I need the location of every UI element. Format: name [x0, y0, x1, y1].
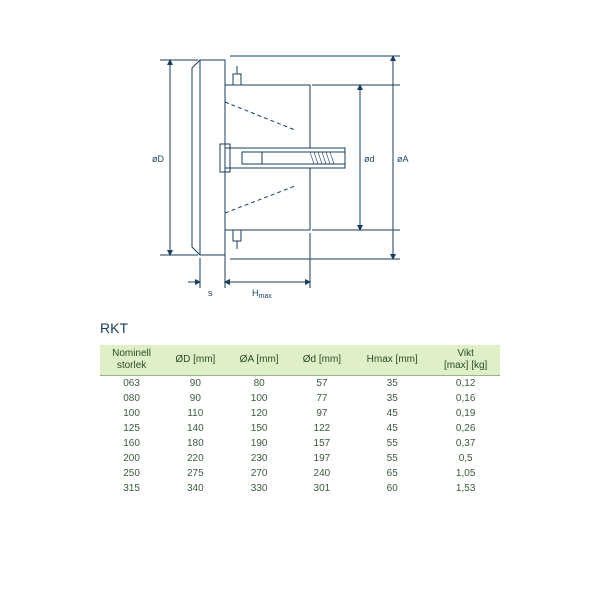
label-oA: øA	[397, 154, 409, 164]
table-cell: 157	[291, 436, 353, 451]
table-cell: 125	[100, 421, 163, 436]
table-cell: 340	[163, 481, 227, 496]
table-cell: 180	[163, 436, 227, 451]
table-cell: 230	[228, 451, 291, 466]
table-cell: 90	[163, 376, 227, 392]
table-cell: 60	[353, 481, 431, 496]
table-cell: 80	[228, 376, 291, 392]
table-cell: 0,12	[431, 376, 500, 392]
column-header: ØA [mm]	[228, 345, 291, 376]
table-cell: 77	[291, 391, 353, 406]
table-cell: 57	[291, 376, 353, 392]
column-header: Vikt[max] [kg]	[431, 345, 500, 376]
column-header: ØD [mm]	[163, 345, 227, 376]
table-row: 125140150122450,26	[100, 421, 500, 436]
column-header: Nominellstorlek	[100, 345, 163, 376]
label-Hmax: Hmax	[252, 288, 272, 300]
table-cell: 0,5	[431, 451, 500, 466]
table-cell: 315	[100, 481, 163, 496]
table-cell: 250	[100, 466, 163, 481]
label-oD: øD	[152, 154, 164, 164]
table-cell: 197	[291, 451, 353, 466]
table-cell: 110	[163, 406, 227, 421]
table-cell: 35	[353, 391, 431, 406]
table-cell: 270	[228, 466, 291, 481]
table-row: 063908057350,12	[100, 376, 500, 392]
column-header: Ød [mm]	[291, 345, 353, 376]
table-row: 10011012097450,19	[100, 406, 500, 421]
table-title: RKT	[100, 320, 128, 336]
table-cell: 080	[100, 391, 163, 406]
table-cell: 0,37	[431, 436, 500, 451]
table-cell: 100	[228, 391, 291, 406]
table-cell: 100	[100, 406, 163, 421]
label-s: s	[208, 288, 213, 298]
table-row: 315340330301601,53	[100, 481, 500, 496]
table-row: 250275270240651,05	[100, 466, 500, 481]
table-cell: 97	[291, 406, 353, 421]
table-cell: 330	[228, 481, 291, 496]
table-cell: 301	[291, 481, 353, 496]
table-cell: 200	[100, 451, 163, 466]
dimensions-table: NominellstorlekØD [mm]ØA [mm]Ød [mm]Hmax…	[100, 345, 500, 496]
table-cell: 063	[100, 376, 163, 392]
label-od: ød	[364, 154, 375, 164]
table-cell: 150	[228, 421, 291, 436]
table-row: 0809010077350,16	[100, 391, 500, 406]
table-row: 200220230197550,5	[100, 451, 500, 466]
table-cell: 160	[100, 436, 163, 451]
table-cell: 240	[291, 466, 353, 481]
table-cell: 275	[163, 466, 227, 481]
table-cell: 122	[291, 421, 353, 436]
table-cell: 35	[353, 376, 431, 392]
table-cell: 0,16	[431, 391, 500, 406]
table-row: 160180190157550,37	[100, 436, 500, 451]
column-header: Hmax [mm]	[353, 345, 431, 376]
table-cell: 90	[163, 391, 227, 406]
table-cell: 55	[353, 451, 431, 466]
technical-drawing: øD ød øA s Hmax	[100, 30, 500, 310]
table-cell: 45	[353, 406, 431, 421]
table-cell: 190	[228, 436, 291, 451]
table-cell: 120	[228, 406, 291, 421]
table-cell: 0,26	[431, 421, 500, 436]
table-cell: 140	[163, 421, 227, 436]
table-cell: 220	[163, 451, 227, 466]
table-cell: 1,53	[431, 481, 500, 496]
table-cell: 0,19	[431, 406, 500, 421]
table-cell: 65	[353, 466, 431, 481]
table-cell: 55	[353, 436, 431, 451]
table-cell: 1,05	[431, 466, 500, 481]
table-cell: 45	[353, 421, 431, 436]
